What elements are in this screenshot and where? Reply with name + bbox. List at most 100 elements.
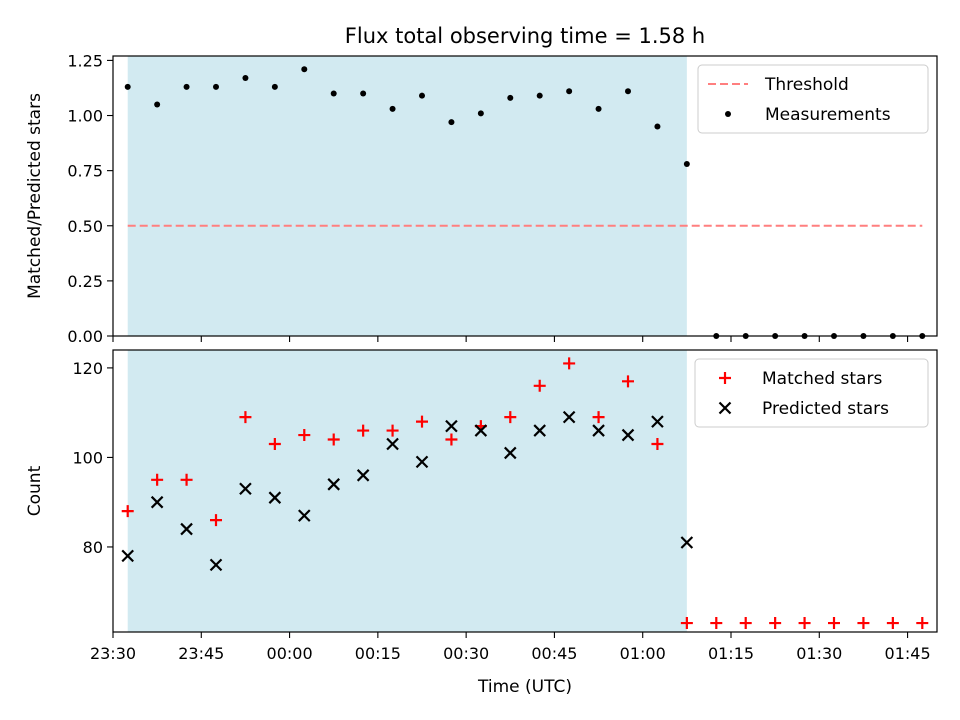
predicted-star-point [268,491,282,504]
matched-star-point [857,617,870,630]
matched-star-point [151,473,164,486]
predicted-star-point [474,424,488,437]
measurement-point [536,92,543,99]
matched-star-point [592,411,605,424]
measurement-point [183,83,190,90]
ratio-y-label: Matched/Predicted stars [25,93,45,299]
matched-star-point [916,617,929,630]
predicted-star-point [592,424,605,437]
matched-star-point [210,514,222,527]
ratio-y-ticks: 0.00 0.25 0.50 0.75 1.00 1.25 [67,51,113,346]
measurement-point [360,90,367,97]
measurement-point [242,75,249,82]
predicted-star-point [562,410,576,424]
matched-star-point [416,415,428,428]
predicted-star-point [150,495,164,509]
measurement-point [595,105,602,112]
chart-title: Flux total observing time = 1.58 h [345,24,705,48]
x-tick-label: 01:15 [708,644,754,663]
measurement-point [389,105,396,112]
matched-star-point [386,424,399,437]
matched-star-point [357,424,370,437]
x-tick-label: 00:30 [443,644,489,663]
x-tick-label: 00:45 [531,644,577,663]
predicted-star-point [356,469,370,482]
matched-star-point [622,375,634,388]
y-tick-label: 0.00 [67,327,103,346]
predicted-star-point [327,478,340,491]
legend-label: Measurements [765,105,891,125]
predicted-star-point [533,424,546,437]
matched-star-point [327,433,340,446]
measurement-point [330,90,337,97]
count-panel: 80 100 120 23:30 23:45 00:00 00:15 00:30 00:45 0… [25,349,938,697]
legend-matched-swatch [719,372,731,384]
legend-label: Predicted stars [762,399,889,419]
count-x-ticks: 23:30 23:45 00:00 00:15 00:30 00:45 01:00 01:15… [90,632,931,663]
legend-label: Threshold [764,75,849,95]
ratio-x-ticks [112,336,909,342]
y-tick-label: 120 [72,359,103,378]
count-y-label: Count [25,465,45,516]
x-tick-label: 23:30 [90,644,136,663]
y-tick-label: 100 [72,448,103,467]
predicted-star-point [621,428,635,442]
measurement-point [271,83,278,90]
matched-star-point [121,505,134,518]
predicted-star-point [121,549,134,563]
y-tick-label: 0.25 [67,272,103,291]
y-tick-label: 1.25 [67,51,103,70]
matched-star-point [680,617,693,630]
matched-star-point [533,379,546,392]
y-tick-label: 0.75 [67,162,103,181]
matched-star-point [828,617,840,630]
matched-star-point [886,617,899,630]
x-tick-label: 00:00 [267,644,313,663]
x-tick-label: 00:15 [355,644,401,663]
ratio-legend: Threshold Measurements [697,64,929,134]
predicted-star-point [239,482,252,496]
measurement-point [124,83,131,90]
y-tick-label: 0.50 [67,217,103,236]
measurement-point [625,88,631,95]
count-axes-frame [112,349,938,633]
ratio-marks [124,66,926,339]
matched-star-point [739,617,752,630]
measurement-point [213,83,219,90]
matched-star-point [504,411,517,424]
predicted-star-point [680,536,694,549]
predicted-star-point [298,509,311,522]
measurement-point [654,123,661,130]
legend-predicted-swatch [718,401,732,415]
count-marks [121,357,929,630]
y-tick-label: 1.00 [67,107,103,126]
predicted-star-point [445,419,458,433]
measurement-point [154,101,161,108]
matched-star-point [180,473,193,486]
predicted-star-point [386,437,399,451]
legend-measurement-swatch [725,111,731,117]
matched-star-point [710,617,723,630]
predicted-star-point [415,455,429,469]
matched-star-point [268,438,281,450]
observing-window-shade [127,350,687,632]
observing-window-shade [127,56,687,336]
count-legend: Matched stars Predicted stars [694,358,929,428]
matched-star-point [298,429,311,442]
legend-box [697,64,929,134]
matched-star-point [769,617,782,630]
ratio-panel: 0.00 0.25 0.50 0.75 1.00 1.25 Matched/Predict… [25,51,938,346]
x-tick-label: 01:30 [796,644,842,663]
measurement-point [683,161,690,168]
y-tick-label: 80 [83,538,103,557]
legend-label: Matched stars [762,369,882,389]
count-x-label: Time (UTC) [477,677,572,697]
measurement-point [419,92,425,99]
count-y-ticks: 80 100 120 [72,359,113,557]
x-tick-label: 01:45 [885,644,931,663]
matched-star-point [563,357,576,370]
ratio-axes-frame [112,55,938,337]
predicted-star-point [651,415,664,428]
legend-box [694,358,929,428]
